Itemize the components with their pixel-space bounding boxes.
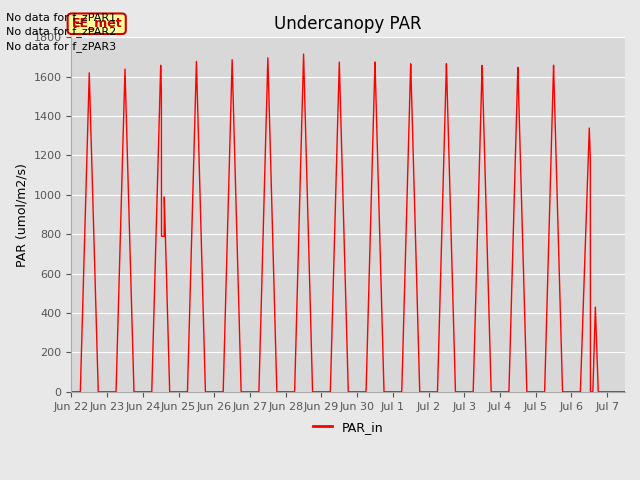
- Legend: PAR_in: PAR_in: [308, 416, 388, 439]
- Text: No data for f_zPAR3: No data for f_zPAR3: [6, 41, 116, 52]
- Text: EE_met: EE_met: [72, 17, 122, 30]
- Text: No data for f_zPAR2: No data for f_zPAR2: [6, 26, 116, 37]
- Text: No data for f_zPAR1: No data for f_zPAR1: [6, 12, 116, 23]
- Title: Undercanopy PAR: Undercanopy PAR: [275, 15, 422, 33]
- Y-axis label: PAR (umol/m2/s): PAR (umol/m2/s): [15, 163, 28, 266]
